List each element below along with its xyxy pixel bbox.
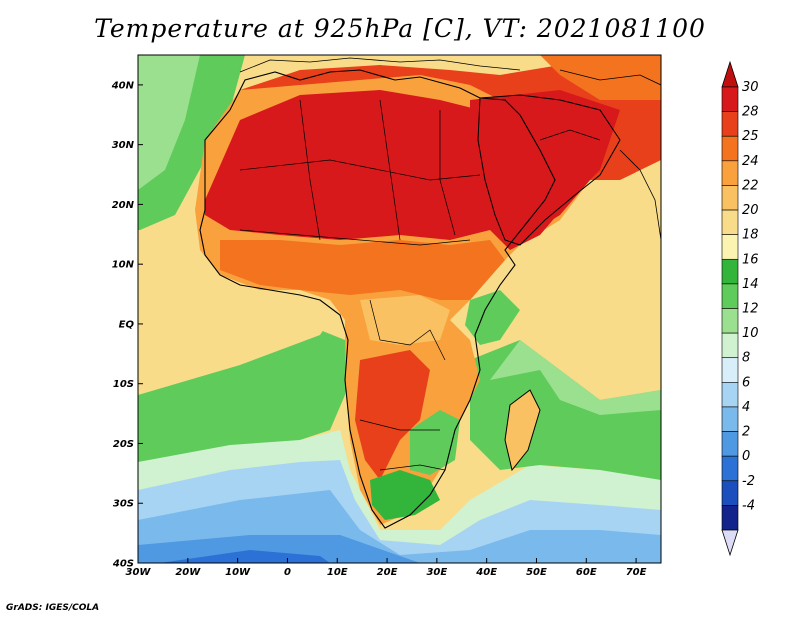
lon-tick-label: 60E — [576, 567, 597, 578]
colorbar-label: 16 — [742, 252, 759, 267]
colorbar-swatch — [721, 382, 739, 408]
colorbar-label: 6 — [742, 375, 750, 390]
colorbar-swatch — [721, 431, 739, 457]
colorbar-label: 28 — [742, 105, 759, 120]
lat-tick-label: 40S — [112, 559, 134, 570]
colorbar-label: 18 — [742, 228, 759, 243]
colorbar-swatch — [721, 308, 739, 334]
lat-tick-label: 10S — [113, 379, 134, 390]
colorbar-label: 2 — [742, 425, 750, 440]
lon-tick-label: 10W — [225, 567, 251, 578]
lon-tick-label: 40E — [475, 567, 497, 578]
colorbar-swatch — [721, 111, 739, 137]
colorbar-label: 14 — [742, 277, 759, 292]
lat-tick-label: 40N — [111, 80, 135, 91]
colorbar-label: 25 — [742, 129, 759, 144]
lon-tick-label: 70E — [626, 567, 647, 578]
colorbar-swatch — [721, 160, 739, 186]
lat-tick-label: EQ — [119, 319, 135, 330]
colorbar-swatch — [721, 209, 739, 235]
colorbar-label: 12 — [742, 302, 759, 317]
lon-tick-label: 20E — [377, 567, 398, 578]
lon-tick-label: 0 — [284, 567, 291, 578]
colorbar-bottom-cap — [721, 529, 739, 557]
colorbar-label: -4 — [742, 498, 755, 513]
colorbar-label: 10 — [742, 326, 759, 341]
colorbar-swatch — [721, 455, 739, 482]
colorbar-swatch — [721, 406, 739, 432]
colorbar-label: 22 — [742, 178, 759, 193]
colorbar-swatch — [721, 135, 739, 162]
lon-tick-label: 30E — [426, 567, 447, 578]
lon-tick-label: 30W — [126, 567, 152, 578]
lat-tick-label: 20S — [113, 439, 134, 450]
lon-tick-label: 50E — [526, 567, 547, 578]
lat-tick-label: 10N — [112, 260, 135, 271]
colorbar-swatch — [721, 357, 739, 383]
colorbar-swatch — [721, 480, 739, 506]
colorbar-label: 30 — [742, 80, 759, 95]
lat-tick-label: 30N — [112, 140, 135, 151]
grads-credit: GrADS: IGES/COLA — [6, 603, 100, 613]
map-axes: 30W 20W 10W 0 10E 20E 30E 40E 50E 60E 70E 40N 30N 20N… — [111, 80, 647, 578]
colorbar-swatch — [721, 258, 739, 285]
colorbar-label: 0 — [742, 449, 750, 464]
lon-tick-label: 10E — [327, 567, 348, 578]
colorbar-label: 4 — [742, 400, 750, 415]
colorbar-swatch — [721, 234, 739, 260]
colorbar-label: 20 — [742, 203, 759, 218]
lat-tick-label: 20N — [112, 200, 135, 211]
colorbar-swatch — [721, 505, 739, 531]
colorbar-swatch — [721, 185, 739, 211]
colorbar-label: 24 — [742, 154, 759, 169]
colorbar-swatch — [721, 332, 739, 359]
map-title: Temperature at 925hPa [C], VT: 202108110… — [94, 14, 706, 43]
colorbar-label: -2 — [742, 474, 755, 489]
lon-tick-label: 20W — [175, 567, 201, 578]
colorbar-swatch — [721, 86, 739, 112]
map-field — [138, 55, 661, 563]
lat-tick-label: 30S — [113, 499, 134, 510]
colorbar-top-cap — [721, 60, 739, 88]
colorbar-swatch — [721, 283, 739, 309]
colorbar-label: 8 — [742, 351, 750, 366]
